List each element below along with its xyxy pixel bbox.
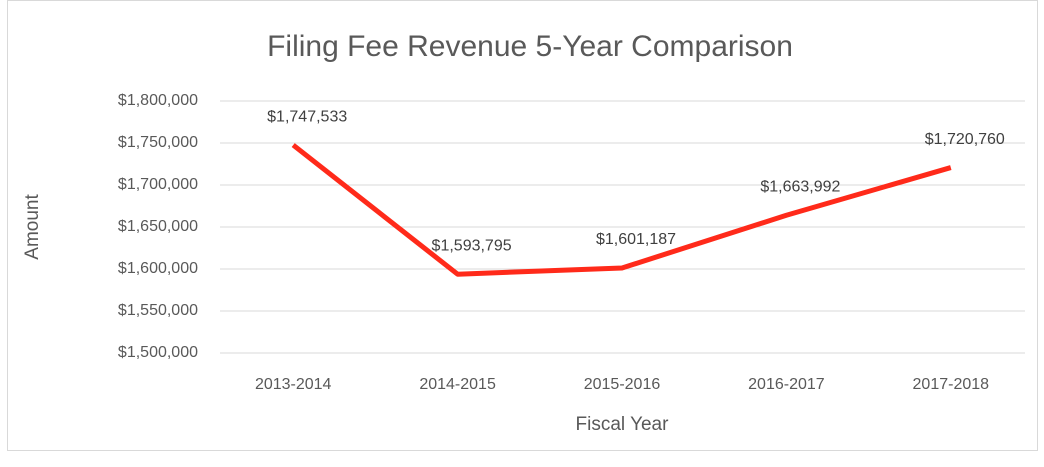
y-tick-label: $1,650,000 — [118, 218, 198, 235]
data-label: $1,720,760 — [925, 131, 1005, 148]
y-tick-label: $1,700,000 — [118, 176, 198, 193]
chart-title: Filing Fee Revenue 5-Year Comparison — [267, 30, 793, 63]
x-tick-label: 2015-2016 — [584, 376, 661, 393]
data-label: $1,601,187 — [596, 231, 676, 248]
data-label: $1,747,533 — [267, 108, 347, 125]
data-line — [291, 143, 952, 277]
x-tick-label: 2014-2015 — [419, 376, 496, 393]
data-label: $1,593,795 — [432, 237, 512, 254]
x-tick-label: 2017-2018 — [913, 376, 990, 393]
x-axis-title: Fiscal Year — [576, 414, 670, 435]
y-tick-label: $1,500,000 — [118, 344, 198, 361]
data-label: $1,663,992 — [760, 178, 840, 195]
chart-border — [7, 0, 1038, 451]
y-tick-label: $1,550,000 — [118, 302, 198, 319]
x-tick-label: 2016-2017 — [748, 376, 825, 393]
y-tick-label: $1,750,000 — [118, 134, 198, 151]
x-tick-label: 2013-2014 — [255, 376, 332, 393]
y-axis-title: Amount — [22, 194, 43, 260]
y-tick-label: $1,600,000 — [118, 260, 198, 277]
y-tick-label: $1,800,000 — [118, 92, 198, 109]
